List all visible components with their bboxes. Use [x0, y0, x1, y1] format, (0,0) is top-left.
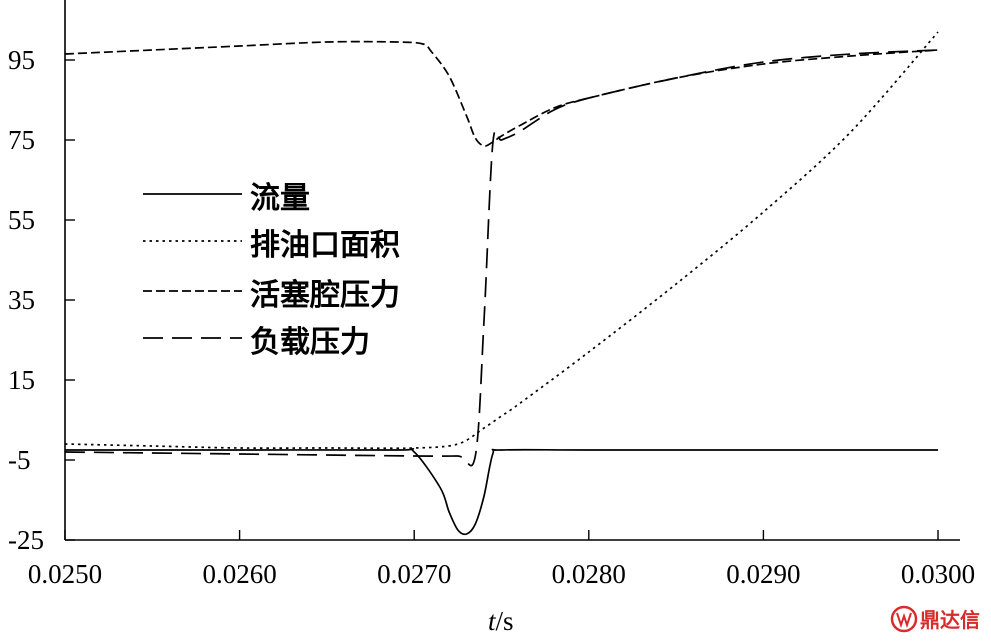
- x-tick-label: 0.0270: [377, 559, 451, 589]
- x-tick-label: 0.0280: [552, 559, 626, 589]
- watermark-logo-icon-mark: [896, 612, 912, 629]
- x-tick-label: 0.0300: [901, 559, 975, 589]
- series-line-4: [64, 49, 939, 467]
- watermark-logo-icon: [890, 605, 918, 633]
- x-ticks: 0.0250 0.0260 0.0270 0.0280 0.0290 0.0300: [28, 530, 975, 589]
- legend-label: 活塞腔压力: [250, 278, 400, 313]
- watermark-logo: 鼎达信: [890, 605, 980, 633]
- legend-label: 排油口面积: [250, 228, 400, 263]
- axes: [64, 0, 960, 541]
- y-tick-label: -25: [8, 525, 44, 555]
- y-ticks: 95 75 55 35 15 -5 -25: [8, 45, 75, 555]
- x-tick-label: 0.0260: [202, 559, 276, 589]
- legend-label: 流量: [250, 181, 310, 216]
- y-tick-label: 95: [8, 45, 35, 75]
- x-axis-label-unit: /s: [496, 606, 514, 636]
- x-axis-label: t/s: [488, 606, 514, 636]
- series-line-2: [64, 31, 939, 450]
- x-tick-label: 0.0290: [726, 559, 800, 589]
- y-tick-label: 55: [8, 205, 35, 235]
- y-tick-label: 35: [8, 285, 35, 315]
- series-line-1: [64, 447, 938, 536]
- legend-label: 负载压力: [250, 325, 370, 360]
- series-layer: [64, 31, 939, 536]
- series-line-3: [64, 40, 939, 147]
- y-tick-label: -5: [8, 445, 31, 475]
- x-axis-label-variable: t: [488, 606, 497, 636]
- y-tick-label: 75: [8, 125, 35, 155]
- x-tick-label: 0.0250: [28, 559, 102, 589]
- y-tick-label: 15: [8, 365, 35, 395]
- watermark-text: 鼎达信: [920, 608, 980, 632]
